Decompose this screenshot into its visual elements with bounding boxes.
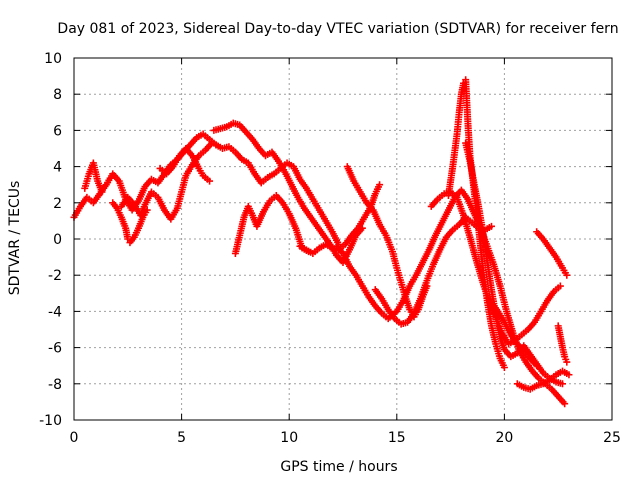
data-point <box>487 222 495 230</box>
series-track-12 <box>333 186 569 408</box>
series-track-10 <box>343 163 431 321</box>
data-point <box>565 371 573 379</box>
chart-title: Day 081 of 2023, Sidereal Day-to-day VTE… <box>57 21 618 37</box>
series-track-17 <box>533 228 571 279</box>
y-tick-label: 10 <box>44 51 62 67</box>
x-tick-label: 25 <box>603 430 621 446</box>
series-track-19 <box>487 298 541 370</box>
data-point <box>561 400 569 408</box>
x-tick-label: 20 <box>495 430 513 446</box>
data-series <box>70 76 573 408</box>
tick-labels: 0 5 10 15 20 25 -10 -8 -6 -4 -2 0 2 4 6 8 10 <box>39 51 621 446</box>
series-track-14 <box>462 139 567 388</box>
data-point <box>500 364 508 372</box>
y-tick-label: -10 <box>39 413 62 429</box>
x-tick-label: 15 <box>388 430 406 446</box>
data-point <box>206 177 214 185</box>
y-tick-label: -2 <box>48 268 62 284</box>
y-tick-label: -6 <box>48 341 62 357</box>
series-track-11 <box>371 213 495 328</box>
x-tick-label: 0 <box>70 430 79 446</box>
data-point <box>376 181 384 189</box>
series-track-5 <box>156 145 214 185</box>
y-tick-label: 8 <box>53 87 62 103</box>
y-tick-label: -4 <box>48 304 62 320</box>
grid-lines <box>74 58 612 420</box>
data-point <box>559 380 567 388</box>
axis-ticks <box>73 57 613 421</box>
series-track-7 <box>212 141 343 248</box>
data-point <box>533 362 541 370</box>
data-point <box>98 188 106 196</box>
data-point <box>563 358 571 366</box>
x-tick-label: 10 <box>280 430 298 446</box>
y-tick-label: 6 <box>53 123 62 139</box>
x-tick-label: 5 <box>177 430 186 446</box>
series-track-18 <box>554 322 571 366</box>
series-track-16 <box>513 367 573 393</box>
y-axis-label: SDTVAR / TECUs <box>7 181 23 296</box>
y-tick-label: -8 <box>48 377 62 393</box>
series-track-4 <box>117 139 216 223</box>
y-tick-label: 2 <box>53 196 62 212</box>
y-tick-label: 0 <box>53 232 62 248</box>
data-point <box>556 282 564 290</box>
series-track-2 <box>81 159 106 196</box>
y-tick-label: 4 <box>53 160 62 176</box>
data-point <box>563 271 571 279</box>
x-axis-label: GPS time / hours <box>280 459 397 475</box>
data-point <box>208 139 216 147</box>
series-track-8 <box>231 192 313 257</box>
